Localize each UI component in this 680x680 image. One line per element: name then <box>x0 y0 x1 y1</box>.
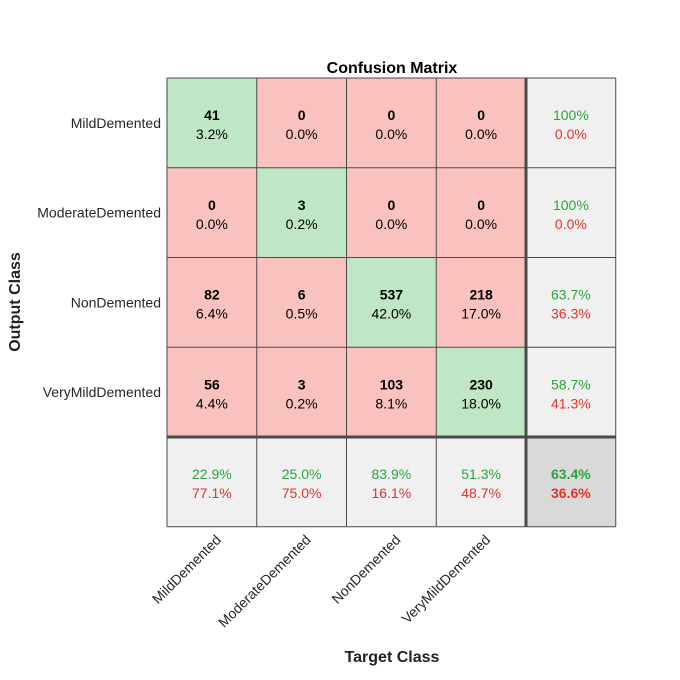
cell-count: 0 <box>298 107 306 123</box>
matrix-cell <box>346 167 437 258</box>
cell-count: 6 <box>298 287 306 303</box>
cell-percent: 3.2% <box>196 126 228 142</box>
x-axis-label: Target Class <box>345 649 440 666</box>
y-axis-label: Output Class <box>7 252 24 352</box>
cell-percent: 0.5% <box>286 306 318 322</box>
column-summary-incorrect: 77.1% <box>192 485 232 501</box>
cell-count: 3 <box>298 376 306 392</box>
row-summary-incorrect: 0.0% <box>555 126 587 142</box>
cell-percent: 0.0% <box>196 216 228 232</box>
x-tick-label: NonDemented <box>328 532 403 607</box>
y-tick-label: VeryMildDemented <box>43 384 161 400</box>
cell-percent: 8.1% <box>375 395 407 411</box>
column-summary-correct: 51.3% <box>461 466 501 482</box>
cell-count: 0 <box>477 107 485 123</box>
cell-count: 82 <box>204 287 220 303</box>
y-tick-label: ModerateDemented <box>37 205 161 221</box>
cell-count: 0 <box>387 107 395 123</box>
cell-percent: 17.0% <box>461 306 501 322</box>
overall-error: 36.6% <box>551 485 591 501</box>
cell-count: 103 <box>380 376 404 392</box>
cell-count: 230 <box>469 376 493 392</box>
matrix-cells: 41 3.2% 0 0.0% 0 0.0% 0 0.0% 100% 0.0% 0 0.0% 3 0.2% 0… <box>167 78 616 527</box>
cell-count: 0 <box>208 197 216 213</box>
cell-percent: 0.0% <box>465 216 497 232</box>
matrix-cell <box>526 78 616 168</box>
column-summary-incorrect: 75.0% <box>282 485 322 501</box>
cell-count: 3 <box>298 197 306 213</box>
matrix-cell <box>256 78 347 168</box>
y-tick-label: MildDemented <box>71 115 161 131</box>
cell-percent: 0.2% <box>286 395 318 411</box>
cell-count: 218 <box>469 287 493 303</box>
matrix-cell <box>167 78 257 168</box>
row-summary-correct: 63.7% <box>551 287 591 303</box>
matrix-cell <box>436 347 526 437</box>
row-summary-correct: 58.7% <box>551 376 591 392</box>
matrix-cell <box>346 437 437 527</box>
row-summary-incorrect: 36.3% <box>551 306 591 322</box>
matrix-cell <box>256 257 347 348</box>
column-summary-correct: 83.9% <box>372 466 412 482</box>
matrix-cell <box>167 437 257 527</box>
matrix-cell <box>436 437 526 527</box>
column-summary-correct: 22.9% <box>192 466 232 482</box>
matrix-cell <box>436 167 526 258</box>
row-summary-incorrect: 0.0% <box>555 216 587 232</box>
matrix-cell <box>167 257 257 348</box>
cell-percent: 4.4% <box>196 395 228 411</box>
cell-percent: 0.0% <box>375 216 407 232</box>
cell-count: 41 <box>204 107 220 123</box>
matrix-cell <box>346 347 437 437</box>
row-summary-correct: 100% <box>553 107 589 123</box>
matrix-cell <box>256 347 347 437</box>
cell-count: 0 <box>387 197 395 213</box>
matrix-cell <box>256 437 347 527</box>
matrix-cell <box>256 167 347 258</box>
matrix-cell <box>346 257 437 348</box>
column-summary-incorrect: 48.7% <box>461 485 501 501</box>
cell-percent: 0.0% <box>465 126 497 142</box>
matrix-cell <box>526 257 616 348</box>
cell-count: 0 <box>477 197 485 213</box>
cell-percent: 6.4% <box>196 306 228 322</box>
matrix-cell <box>436 78 526 168</box>
column-summary-incorrect: 16.1% <box>372 485 412 501</box>
matrix-cell <box>436 257 526 348</box>
row-summary-incorrect: 41.3% <box>551 395 591 411</box>
matrix-grid <box>166 77 617 528</box>
matrix-cell <box>526 437 616 527</box>
cell-percent: 0.0% <box>375 126 407 142</box>
overall-accuracy: 63.4% <box>551 466 591 482</box>
cell-percent: 0.0% <box>286 126 318 142</box>
column-summary-correct: 25.0% <box>282 466 322 482</box>
matrix-cell <box>167 167 257 258</box>
x-tick-label: VeryMildDemented <box>398 532 493 627</box>
matrix-cell <box>526 347 616 437</box>
row-summary-correct: 100% <box>553 197 589 213</box>
matrix-cell <box>167 347 257 437</box>
y-tick-label: NonDemented <box>71 294 161 310</box>
cell-count: 56 <box>204 376 220 392</box>
chart-title: Confusion Matrix <box>327 60 458 77</box>
cell-percent: 18.0% <box>461 395 501 411</box>
x-tick-label: MildDemented <box>149 532 224 607</box>
x-tick-label: ModerateDemented <box>215 532 314 631</box>
matrix-cell <box>346 78 437 168</box>
matrix-cell <box>526 167 616 258</box>
cell-percent: 42.0% <box>372 306 412 322</box>
cell-percent: 0.2% <box>286 216 318 232</box>
cell-count: 537 <box>380 287 404 303</box>
